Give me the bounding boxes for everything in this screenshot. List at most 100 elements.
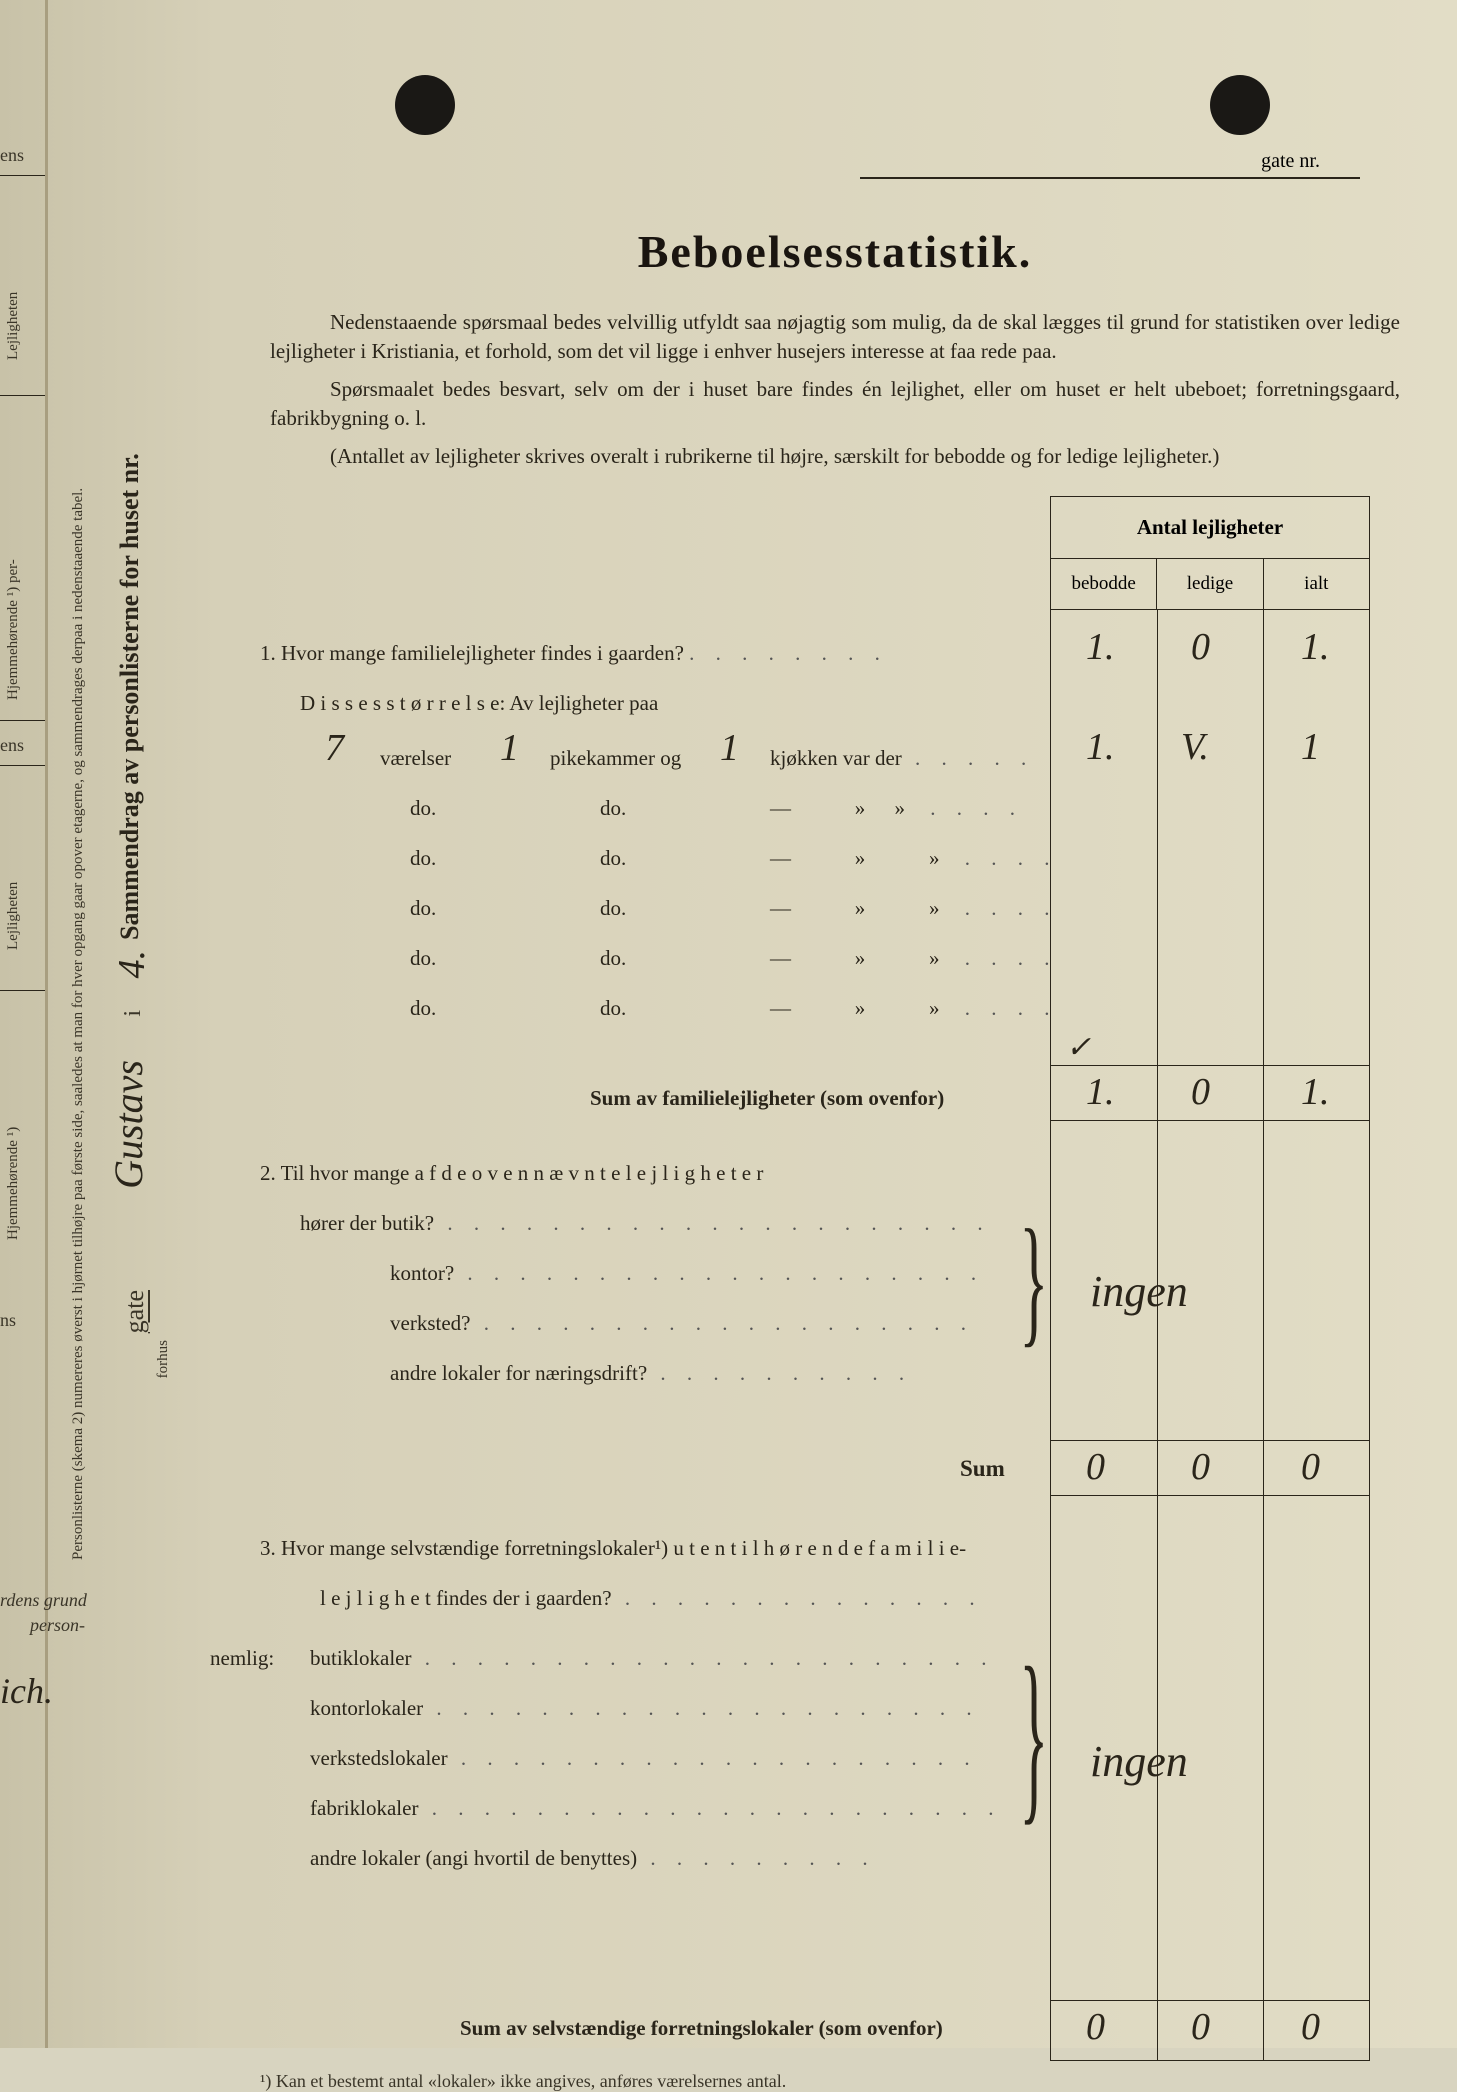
table-subheader: bebodde ledige ialt xyxy=(1051,559,1369,610)
dash: — xyxy=(770,846,803,870)
frag-lejligheten2: Lejligheten xyxy=(5,800,22,950)
hw-kjok: 1 xyxy=(720,726,739,770)
col-ledige: ledige xyxy=(1156,559,1262,609)
brace-q2: } xyxy=(1019,1197,1048,1363)
vaer-label: værelser xyxy=(380,746,451,771)
q2-l3: verksted? . . . . . . . . . . . . . . . … xyxy=(390,1311,974,1336)
gate-nr-label: gate nr. xyxy=(1261,150,1320,172)
do: do. xyxy=(600,996,626,1021)
intro-p2: Spørsmaalet bedes besvart, selv om der i… xyxy=(270,375,1400,434)
q2sum-bebodde: 0 xyxy=(1086,1445,1105,1489)
do: do. xyxy=(410,796,436,821)
intro-p3: (Antallet av lejligheter skrives overalt… xyxy=(270,442,1400,471)
frag-person: person- xyxy=(30,1615,85,1636)
hw-house-nr: 4. xyxy=(110,950,154,979)
rule xyxy=(0,720,45,721)
kjok-label: kjøkken var der . . . . . xyxy=(770,746,1034,771)
hrule xyxy=(1051,1495,1369,1496)
dots: . . . . xyxy=(952,846,1058,870)
do: do. xyxy=(410,896,436,921)
intro-p1: Nedenstaaende spørsmaal bedes velvillig … xyxy=(270,308,1400,367)
dots: . . . . . . . . . . . . . . . . . . . . … xyxy=(411,1646,994,1670)
document-page: ens Lejligheten Hjemmehørende ¹) per- en… xyxy=(0,0,1457,2048)
main-content: gate nr. Beboelsesstatistik. Nedenstaaen… xyxy=(260,150,1410,496)
dots: . . . . . . . . . . . . . . . . . . . . xyxy=(448,1746,978,1770)
q1-text: 1. Hvor mange familielejligheter findes … xyxy=(260,641,888,666)
table-data-area: 1. 0 1. 1. V. 1 ✓ 1. 0 1. 0 0 0 xyxy=(1051,610,1369,2060)
col-ialt: ialt xyxy=(1263,559,1369,609)
hrule xyxy=(1051,2000,1369,2001)
q3-text: 3. Hvor mange selvstændige forretningslo… xyxy=(260,1536,966,1561)
do: do. xyxy=(410,996,436,1021)
q1l1-bebodde: 1. xyxy=(1086,725,1115,769)
kjok-text: kjøkken var der xyxy=(770,746,902,770)
hw-signature: ich. xyxy=(0,1670,53,1712)
q2-text: 2. Til hvor mange a f d e o v e n n æ v … xyxy=(260,1161,763,1186)
dots: . . . . . . . . . . . . . . . . . . . . … xyxy=(423,1696,980,1720)
dots: . . . . xyxy=(952,996,1058,1020)
dash: — xyxy=(770,796,803,820)
hrule xyxy=(1051,1440,1369,1441)
dots: . . . . . . . . . . . . . . . . . . . . xyxy=(454,1261,984,1285)
dash-quote: — » » . . . . xyxy=(770,946,1058,971)
left-note: Personlisterne (skema 2) numereres øvers… xyxy=(70,160,87,1560)
q3sum-bebodde: 0 xyxy=(1086,2005,1105,2049)
q3-nemlig: nemlig: xyxy=(210,1646,274,1671)
q3-l4-t: fabriklokaler xyxy=(310,1796,418,1820)
do: do. xyxy=(600,946,626,971)
do: do. xyxy=(600,896,626,921)
q3-l5-t: andre lokaler (angi hvortil de benyttes) xyxy=(310,1846,637,1870)
pik-label: pikekammer og xyxy=(550,746,681,771)
dots: . . . . . . . . xyxy=(689,641,888,665)
hw-vaer: 7 xyxy=(325,726,344,770)
dash-quote: — » » . . . . xyxy=(770,996,1058,1021)
intro-p1-text: Nedenstaaende spørsmaal bedes velvillig … xyxy=(270,310,1400,363)
do: do. xyxy=(600,846,626,871)
q1-sum: Sum av familielejligheter (som ovenfor) xyxy=(590,1086,944,1111)
q3-l5: andre lokaler (angi hvortil de benyttes)… xyxy=(310,1846,876,1871)
q3-l3: verkstedslokaler . . . . . . . . . . . .… xyxy=(310,1746,978,1771)
q2-l4: andre lokaler for næringsdrift? . . . . … xyxy=(390,1361,912,1386)
dots: . . . . xyxy=(917,796,1023,820)
gate-nr-field[interactable]: gate nr. xyxy=(860,150,1360,179)
q2-l1-t: hører der butik? xyxy=(300,1211,434,1235)
hw-street: Gustavs xyxy=(105,1060,152,1189)
q2sum-ialt: 0 xyxy=(1301,1445,1320,1489)
q2-l1: hører der butik? . . . . . . . . . . . .… xyxy=(300,1211,991,1236)
left-i: i xyxy=(120,1010,147,1017)
dots: . . . . . . . . . . . . . . . . . . . . … xyxy=(434,1211,991,1235)
q3-l2: kontorlokaler . . . . . . . . . . . . . … xyxy=(310,1696,980,1721)
quote: » » xyxy=(855,796,917,820)
frag-grund: rdens grund xyxy=(0,1590,87,1611)
q1-bebodde: 1. xyxy=(1086,625,1115,669)
q2-l2: kontor? . . . . . . . . . . . . . . . . … xyxy=(390,1261,984,1286)
left-forhus: forhus xyxy=(155,1340,172,1378)
q3sum-ledige: 0 xyxy=(1191,2005,1210,2049)
q3-l3-t: verkstedslokaler xyxy=(310,1746,448,1770)
brace-q3: } xyxy=(1019,1625,1048,1846)
dots: . . . . . . . . . xyxy=(637,1846,876,1870)
q3-l1-t: butiklokaler xyxy=(310,1646,411,1670)
q1-ledige: 0 xyxy=(1191,625,1210,669)
hw-pik: 1 xyxy=(500,726,519,770)
dots: . . . . . . . . . . . . . . . . . . . . … xyxy=(418,1796,1001,1820)
q1sum-ledige: 0 xyxy=(1191,1070,1210,1114)
q3-text2-t: l e j l i g h e t findes der i gaarden? xyxy=(320,1586,612,1610)
punch-hole-right xyxy=(1210,75,1270,135)
frag-lejligheten: Lejligheten xyxy=(5,210,22,360)
dash-quote: — » » . . . . xyxy=(770,796,1023,821)
dots: . . . . xyxy=(952,896,1058,920)
q1sum-bebodde: 1. xyxy=(1086,1070,1115,1114)
punch-hole-left xyxy=(395,75,455,135)
q1-ialt: 1. xyxy=(1301,625,1330,669)
dots: . . . . . . . . . . . . . . . . . . . xyxy=(470,1311,974,1335)
q1l1-ialt: 1 xyxy=(1301,725,1320,769)
left-gate: gate xyxy=(120,1290,150,1333)
q3sum-ialt: 0 xyxy=(1301,2005,1320,2049)
q3-sum: Sum av selvstændige forretningslokaler (… xyxy=(460,2016,943,2041)
checkmark: ✓ xyxy=(1066,1030,1091,1065)
footnote: ¹) Kan et bestemt antal «lokaler» ikke a… xyxy=(260,2071,786,2092)
page-title: Beboelsesstatistik. xyxy=(260,225,1410,278)
rule xyxy=(0,990,45,991)
col-line xyxy=(1157,610,1158,2060)
